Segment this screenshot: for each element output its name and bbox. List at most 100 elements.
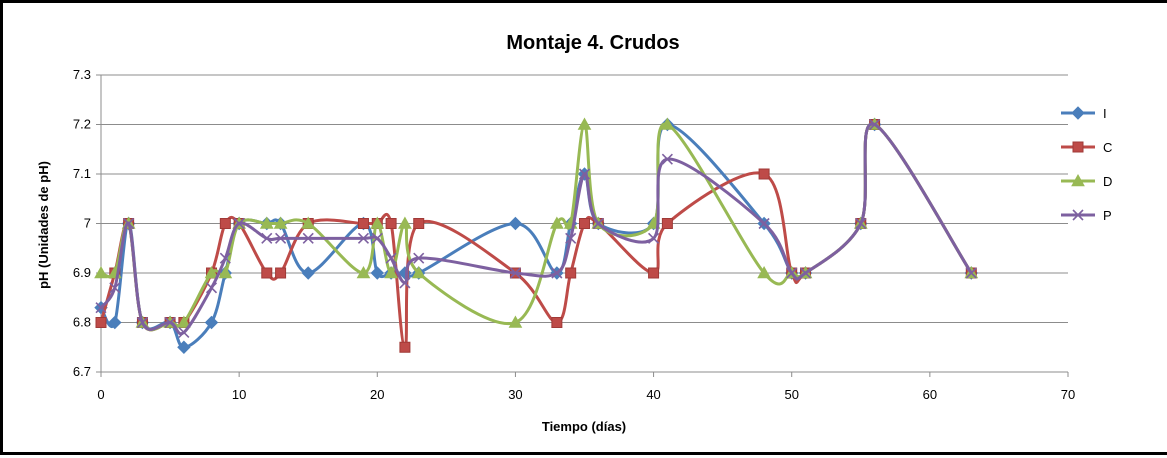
chart-title: Montaje 4. Crudos xyxy=(506,32,679,54)
data-point-p xyxy=(302,232,314,244)
data-point-d xyxy=(384,265,398,279)
data-point-p xyxy=(109,282,121,294)
data-point-d xyxy=(177,315,191,328)
x-tick-label: 60 xyxy=(923,387,937,402)
data-point-d xyxy=(550,216,564,229)
legend-item-d: D xyxy=(1061,173,1112,189)
data-point-p xyxy=(786,267,798,279)
legend-marker xyxy=(1072,209,1084,221)
data-point-i xyxy=(204,315,219,330)
data-point-p xyxy=(648,232,660,244)
data-point-p xyxy=(413,252,425,264)
data-point-c xyxy=(95,317,107,328)
data-point-c xyxy=(275,267,287,279)
data-point-p xyxy=(178,326,190,338)
data-point-d xyxy=(411,265,426,279)
y-tick-label: 7.1 xyxy=(73,166,91,181)
data-point-c xyxy=(261,267,273,279)
series-layer xyxy=(94,117,979,354)
data-point-c xyxy=(565,267,577,279)
data-point-d xyxy=(356,265,371,279)
x-tick-label: 50 xyxy=(784,387,798,402)
data-point-p xyxy=(565,232,577,244)
data-point-i xyxy=(301,266,315,280)
legend-marker xyxy=(1072,141,1084,153)
data-point-p xyxy=(123,217,135,230)
x-axis-label: Tiempo (días) xyxy=(542,419,626,434)
data-point-p xyxy=(592,217,604,230)
data-point-p xyxy=(661,153,673,165)
line-chart: Montaje 4. Crudos 6.7 6.8 6.9 7 7.1 7.2 7.3 0 10… xyxy=(36,32,1112,434)
data-point-d xyxy=(660,117,675,130)
y-tick-label: 6.9 xyxy=(73,265,91,280)
y-tick-label: 7 xyxy=(84,216,91,231)
data-point-p xyxy=(205,282,218,294)
legend-label: P xyxy=(1103,208,1112,223)
data-point-p xyxy=(551,267,563,279)
data-point-p xyxy=(855,217,867,230)
data-point-c xyxy=(579,218,590,229)
data-point-c xyxy=(399,341,411,353)
data-point-c xyxy=(661,218,673,229)
data-point-c xyxy=(357,218,369,229)
data-point-d xyxy=(398,216,412,229)
legend-item-c: C xyxy=(1061,140,1112,155)
legend-item-i: I xyxy=(1061,106,1107,121)
data-point-i xyxy=(370,266,384,280)
data-point-c xyxy=(385,218,397,229)
series-line-d xyxy=(100,122,973,332)
data-point-p xyxy=(164,316,176,329)
data-point-p xyxy=(869,118,881,131)
legend-label: I xyxy=(1103,106,1107,121)
data-point-p xyxy=(371,232,383,244)
data-point-p xyxy=(965,267,977,279)
legend-item-p: P xyxy=(1061,208,1112,223)
data-point-p xyxy=(261,232,273,244)
data-point-d xyxy=(204,265,219,279)
data-point-p xyxy=(399,277,411,289)
x-tick-label: 70 xyxy=(1061,387,1075,402)
series-p xyxy=(95,118,977,338)
y-tick-label: 7.2 xyxy=(73,117,91,132)
y-tick-label: 6.7 xyxy=(73,364,91,379)
data-point-c xyxy=(413,218,425,229)
x-tick-label: 30 xyxy=(508,387,522,402)
data-point-d xyxy=(577,117,592,130)
legend-marker xyxy=(1071,173,1085,187)
data-point-i xyxy=(177,340,191,354)
axes: 6.7 6.8 6.9 7 7.1 7.2 7.3 0 10 20 30 40 50 60 70 xyxy=(73,67,1075,402)
x-tick-label: 10 xyxy=(232,387,246,402)
data-point-d xyxy=(301,216,316,229)
data-point-d xyxy=(508,315,523,328)
data-point-c xyxy=(551,317,563,328)
data-point-p xyxy=(219,252,231,264)
series-c xyxy=(95,119,977,353)
y-axis-label: pH (Unidades de pH) xyxy=(36,161,51,289)
data-point-p xyxy=(233,217,245,230)
data-point-c xyxy=(758,168,770,180)
data-point-p xyxy=(799,267,812,279)
data-point-d xyxy=(370,216,385,229)
legend-label: C xyxy=(1103,140,1112,155)
x-tick-label: 40 xyxy=(646,387,660,402)
data-point-p xyxy=(385,252,397,264)
x-tick-label: 20 xyxy=(370,387,384,402)
data-point-c xyxy=(219,218,231,229)
data-point-p xyxy=(758,217,770,230)
data-point-d xyxy=(218,265,233,279)
series-line-p xyxy=(99,122,973,336)
legend-label: D xyxy=(1103,174,1112,189)
data-point-c xyxy=(648,267,660,279)
legend-marker xyxy=(1071,106,1085,120)
data-point-p xyxy=(509,267,521,279)
data-point-i xyxy=(108,315,122,330)
data-point-p xyxy=(578,168,591,180)
data-point-p xyxy=(357,232,370,244)
legend: I C D P xyxy=(1061,106,1112,223)
data-point-d xyxy=(94,265,108,279)
x-tick-label: 0 xyxy=(97,387,104,402)
data-point-p xyxy=(95,302,107,314)
y-tick-label: 7.3 xyxy=(73,67,91,82)
series-i xyxy=(94,117,979,354)
